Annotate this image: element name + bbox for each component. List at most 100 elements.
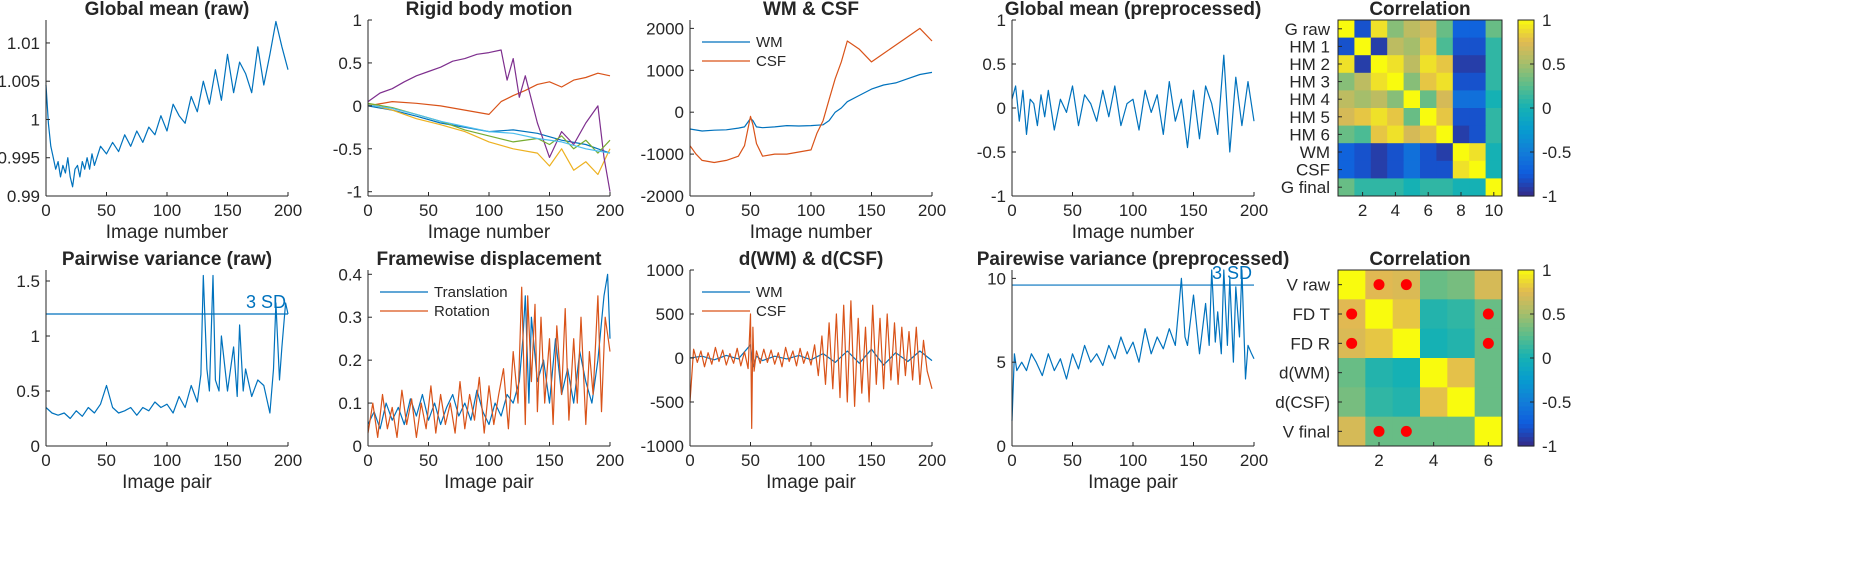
heatmap-cell <box>1469 108 1487 127</box>
y-tick-label: 0.4 <box>338 265 362 284</box>
heatmap-cell <box>1338 160 1355 179</box>
colorbar-segment <box>1518 340 1534 346</box>
x-tick-label: 50 <box>97 451 116 470</box>
y-tick-label: -1 <box>991 187 1006 206</box>
colorbar-segment <box>1518 402 1534 407</box>
heatmap-cell <box>1370 55 1388 74</box>
panel-fd: Framewise displacement 0 50 100 150 200 0 0.1 0.… <box>338 249 624 493</box>
x-tick-label: 50 <box>419 451 438 470</box>
colorbar-segment <box>1518 187 1534 193</box>
row-label: HM 5 <box>1289 108 1330 127</box>
row-label: CSF <box>1296 161 1330 180</box>
heatmap-cell <box>1354 125 1372 144</box>
colorbar-segment <box>1518 410 1534 416</box>
colorbar-segment <box>1518 108 1534 113</box>
heatmap-cell <box>1354 37 1372 56</box>
y-tick-label: -0.5 <box>333 140 362 159</box>
heatmap-cell <box>1354 20 1372 39</box>
heatmap-cell <box>1338 358 1366 388</box>
heatmap-cell <box>1485 160 1503 179</box>
x-tick-label: 100 <box>797 451 825 470</box>
y-tick-label: 0 <box>353 437 362 456</box>
chart-title: Framewise displacement <box>377 249 603 270</box>
colorbar-segment <box>1518 191 1534 197</box>
x-tick-label: 100 <box>797 201 825 220</box>
heatmap-cell <box>1485 108 1503 127</box>
colorbar-segment <box>1518 99 1534 105</box>
y-tick-label: 5 <box>997 353 1006 372</box>
x-tick-label: 50 <box>97 201 116 220</box>
heatmap-cell <box>1387 55 1405 74</box>
x-axis-label: Image number <box>106 222 229 243</box>
heatmap-cell <box>1474 416 1503 447</box>
row-label: FD R <box>1290 334 1330 353</box>
x-tick-label: 200 <box>596 201 624 220</box>
colorbar-segment <box>1518 331 1534 337</box>
colorbar-segment <box>1518 112 1534 118</box>
heatmap-cell <box>1354 55 1372 74</box>
heatmap-cell <box>1485 90 1503 109</box>
heatmap-cell <box>1387 178 1405 197</box>
panel-wmcsf: WM & CSF 0 50 100 150 200 -2000 -1000 0 1000 2000 I… <box>641 0 947 243</box>
x-tick-label: 200 <box>274 201 302 220</box>
heatmap-cell <box>1452 37 1470 56</box>
heatmap-cell <box>1452 143 1470 162</box>
chart-title: d(WM) & d(CSF) <box>739 249 884 270</box>
x-tick-label: 0 <box>685 451 694 470</box>
heatmap-cell <box>1452 178 1470 197</box>
y-tick-label: 0 <box>353 97 362 116</box>
colorbar-segment <box>1518 37 1534 43</box>
series-line-5 <box>367 104 611 154</box>
y-tick-label: -1000 <box>641 145 684 164</box>
y-tick-label: 1 <box>31 327 40 346</box>
heatmap-cell <box>1452 125 1470 144</box>
colorbar-segment <box>1518 270 1534 275</box>
heatmap-cell <box>1370 37 1388 56</box>
heatmap-cell <box>1370 108 1388 127</box>
heatmap-cell <box>1436 55 1454 74</box>
heatmap-cell <box>1447 270 1476 300</box>
y-tick-label: 0 <box>997 99 1006 118</box>
heatmap-cell <box>1354 108 1372 127</box>
legend-label: Translation <box>434 284 508 301</box>
heatmap-cell <box>1403 143 1421 162</box>
heatmap-cell <box>1338 125 1355 144</box>
x-tick-label: 10 <box>1484 201 1503 220</box>
heatmap-cell <box>1420 143 1437 162</box>
heatmap-cell <box>1485 55 1503 74</box>
heatmap-cell <box>1474 387 1503 418</box>
panel-corr2: Correlation V raw FD T FD R d(WM) d(CSF) V fin… <box>1275 249 1571 470</box>
colorbar-segment <box>1518 415 1534 421</box>
row-label: G raw <box>1285 20 1331 39</box>
y-tick-label: -1 <box>347 183 362 202</box>
colorbar-segment <box>1518 152 1534 157</box>
y-tick-label: 0 <box>997 437 1006 456</box>
heatmap-cell <box>1469 55 1487 74</box>
x-tick-label: 0 <box>1007 201 1016 220</box>
series-line-rotation <box>367 286 611 438</box>
x-tick-label: 50 <box>419 201 438 220</box>
threshold-label: 3 SD <box>1212 263 1252 283</box>
x-tick-label: 200 <box>1240 201 1268 220</box>
panel-rigid: Rigid body motion 0 50 100 150 200 -1 -0.5 0 0.5 1… <box>333 0 624 243</box>
colorbar-segment <box>1518 287 1534 293</box>
x-tick-label: 200 <box>918 451 946 470</box>
colorbar-segment <box>1518 441 1534 447</box>
y-tick-label: 0.1 <box>338 394 362 413</box>
heatmap-cell <box>1392 387 1421 418</box>
colorbar-segment <box>1518 50 1534 56</box>
x-tick-label: 150 <box>857 451 885 470</box>
heatmap-cell <box>1403 72 1421 91</box>
significance-marker <box>1346 337 1358 349</box>
heatmap-cell <box>1365 358 1394 388</box>
heatmap-cell <box>1338 387 1366 418</box>
heatmap-cell <box>1447 387 1476 418</box>
heatmap-cell <box>1447 358 1476 388</box>
colorbar-segment <box>1518 134 1534 140</box>
colorbar-label: -0.5 <box>1542 143 1571 162</box>
x-axis-label: Image number <box>428 222 551 243</box>
x-axis-label: Image pair <box>444 472 534 493</box>
y-tick-label: 0 <box>675 103 684 122</box>
colorbar-label: -1 <box>1542 187 1557 206</box>
